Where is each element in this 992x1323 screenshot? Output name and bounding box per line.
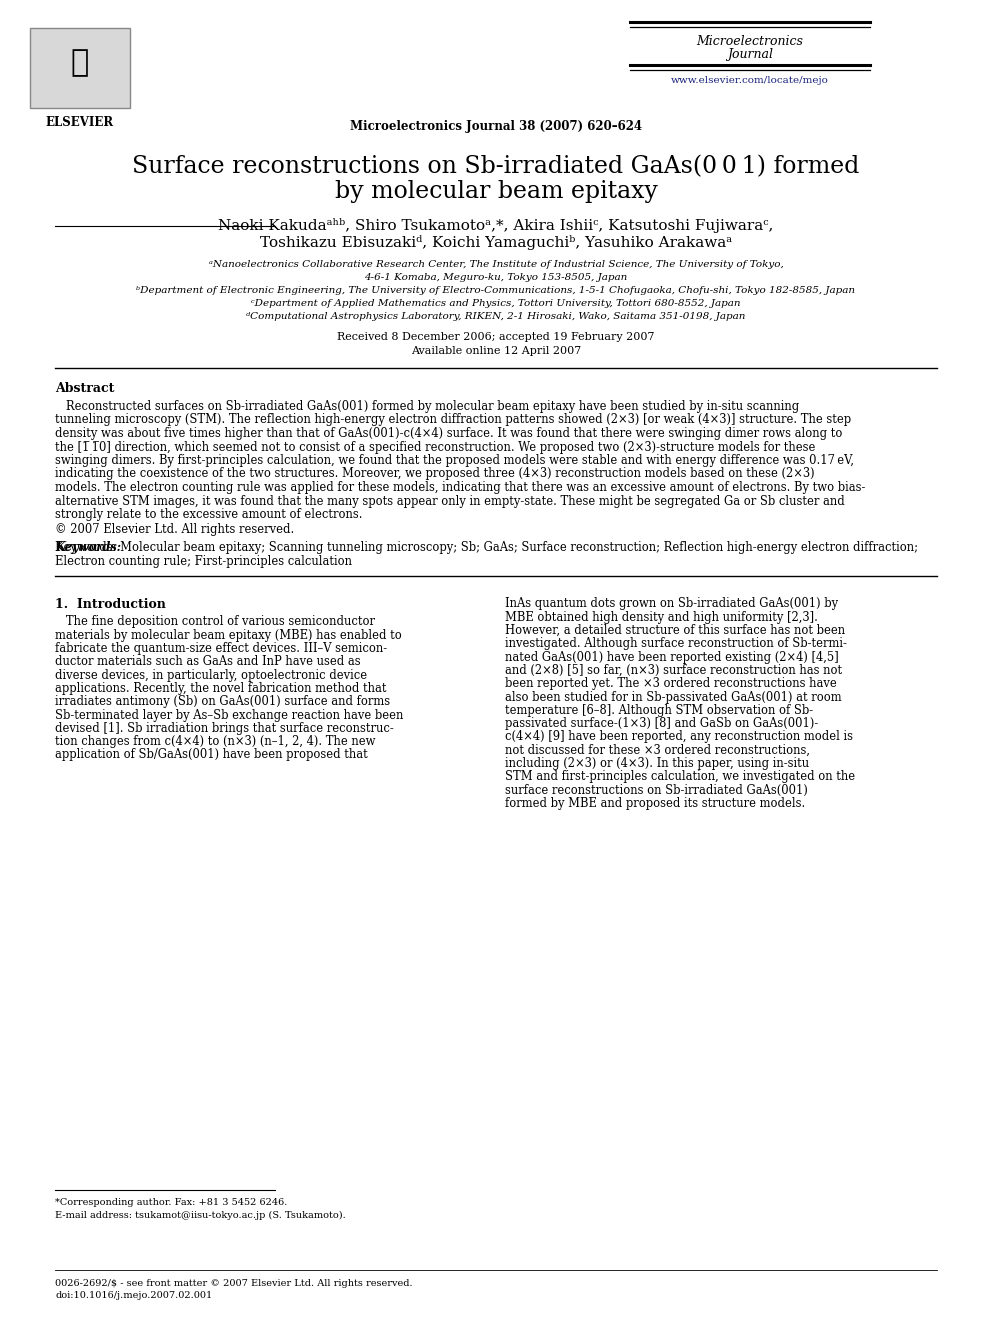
Text: tion changes from c(4×4) to (n×3) (n–1, 2, 4). The new: tion changes from c(4×4) to (n×3) (n–1, …	[55, 736, 376, 749]
Text: doi:10.1016/j.mejo.2007.02.001: doi:10.1016/j.mejo.2007.02.001	[55, 1291, 212, 1301]
Text: Keywords: Molecular beam epitaxy; Scanning tunneling microscopy; Sb; GaAs; Surfa: Keywords: Molecular beam epitaxy; Scanni…	[55, 541, 918, 554]
Text: ᶜDepartment of Applied Mathematics and Physics, Tottori University, Tottori 680-: ᶜDepartment of Applied Mathematics and P…	[251, 299, 741, 308]
Text: Abstract: Abstract	[55, 382, 114, 396]
Text: MBE obtained high density and high uniformity [2,3].: MBE obtained high density and high unifo…	[505, 611, 817, 624]
Text: Available online 12 April 2007: Available online 12 April 2007	[411, 347, 581, 356]
Text: Microelectronics Journal 38 (2007) 620–624: Microelectronics Journal 38 (2007) 620–6…	[350, 120, 642, 134]
Text: alternative STM images, it was found that the many spots appear only in empty-st: alternative STM images, it was found tha…	[55, 495, 845, 508]
Text: tunneling microscopy (STM). The reflection high-energy electron diffraction patt: tunneling microscopy (STM). The reflecti…	[55, 414, 851, 426]
Text: However, a detailed structure of this surface has not been: However, a detailed structure of this su…	[505, 624, 845, 638]
Text: materials by molecular beam epitaxy (MBE) has enabled to: materials by molecular beam epitaxy (MBE…	[55, 628, 402, 642]
Text: irradiates antimony (Sb) on GaAs(001) surface and forms: irradiates antimony (Sb) on GaAs(001) su…	[55, 696, 390, 708]
Text: surface reconstructions on Sb-irradiated GaAs(001): surface reconstructions on Sb-irradiated…	[505, 783, 807, 796]
Text: passivated surface-(1×3) [8] and GaSb on GaAs(001)-: passivated surface-(1×3) [8] and GaSb on…	[505, 717, 818, 730]
Text: not discussed for these ×3 ordered reconstructions,: not discussed for these ×3 ordered recon…	[505, 744, 810, 757]
Text: E-mail address: tsukamot@iisu-tokyo.ac.jp (S. Tsukamoto).: E-mail address: tsukamot@iisu-tokyo.ac.j…	[55, 1211, 346, 1220]
Text: c(4×4) [9] have been reported, any reconstruction model is: c(4×4) [9] have been reported, any recon…	[505, 730, 853, 744]
Text: including (2×3) or (4×3). In this paper, using in-situ: including (2×3) or (4×3). In this paper,…	[505, 757, 809, 770]
Text: Keywords:: Keywords:	[55, 541, 121, 554]
Text: Received 8 December 2006; accepted 19 February 2007: Received 8 December 2006; accepted 19 Fe…	[337, 332, 655, 343]
Text: been reported yet. The ×3 ordered reconstructions have: been reported yet. The ×3 ordered recons…	[505, 677, 836, 691]
Text: 🌲: 🌲	[70, 49, 89, 78]
Text: 1.  Introduction: 1. Introduction	[55, 598, 166, 610]
Text: swinging dimers. By first-principles calculation, we found that the proposed mod: swinging dimers. By first-principles cal…	[55, 454, 854, 467]
Text: Journal: Journal	[727, 48, 773, 61]
Text: application of Sb/GaAs(001) have been proposed that: application of Sb/GaAs(001) have been pr…	[55, 749, 368, 762]
FancyBboxPatch shape	[30, 28, 130, 108]
Text: © 2007 Elsevier Ltd. All rights reserved.: © 2007 Elsevier Ltd. All rights reserved…	[55, 524, 295, 537]
Text: temperature [6–8]. Although STM observation of Sb-: temperature [6–8]. Although STM observat…	[505, 704, 813, 717]
Text: diverse devices, in particularly, optoelectronic device: diverse devices, in particularly, optoel…	[55, 668, 367, 681]
Text: STM and first-principles calculation, we investigated on the: STM and first-principles calculation, we…	[505, 770, 855, 783]
Text: the [1̅⁡ 1̅0] direction, which seemed not to consist of a specified reconstructi: the [1̅⁡ 1̅0] direction, which seemed no…	[55, 441, 815, 454]
Text: fabricate the quantum-size effect devices. III–V semicon-: fabricate the quantum-size effect device…	[55, 642, 387, 655]
Text: also been studied for in Sb-passivated GaAs(001) at room: also been studied for in Sb-passivated G…	[505, 691, 841, 704]
Text: investigated. Although surface reconstruction of Sb-termi-: investigated. Although surface reconstru…	[505, 638, 847, 651]
Text: 4-6-1 Komaba, Meguro-ku, Tokyo 153-8505, Japan: 4-6-1 Komaba, Meguro-ku, Tokyo 153-8505,…	[364, 273, 628, 282]
Text: InAs quantum dots grown on Sb-irradiated GaAs(001) by: InAs quantum dots grown on Sb-irradiated…	[505, 598, 838, 610]
Text: Toshikazu Ebisuzakiᵈ, Koichi Yamaguchiᵇ, Yasuhiko Arakawaᵃ: Toshikazu Ebisuzakiᵈ, Koichi Yamaguchiᵇ,…	[260, 235, 732, 250]
Text: ᵈComputational Astrophysics Laboratory, RIKEN, 2-1 Hirosaki, Wako, Saitama 351-0: ᵈComputational Astrophysics Laboratory, …	[246, 312, 746, 321]
Text: 0026-2692/$ - see front matter © 2007 Elsevier Ltd. All rights reserved.: 0026-2692/$ - see front matter © 2007 El…	[55, 1279, 413, 1289]
Text: Microelectronics: Microelectronics	[696, 34, 804, 48]
Text: Surface reconstructions on Sb-irradiated GaAs(0 0 1) formed: Surface reconstructions on Sb-irradiated…	[132, 155, 860, 179]
Text: Naoki Kakudaᵃʰᵇ, Shiro Tsukamotoᵃ,*, Akira Ishiiᶜ, Katsutoshi Fujiwaraᶜ,: Naoki Kakudaᵃʰᵇ, Shiro Tsukamotoᵃ,*, Aki…	[218, 218, 774, 233]
Text: Reconstructed surfaces on Sb-irradiated GaAs(001) formed by molecular beam epita: Reconstructed surfaces on Sb-irradiated …	[55, 400, 800, 413]
Text: Sb-terminated layer by As–Sb exchange reaction have been: Sb-terminated layer by As–Sb exchange re…	[55, 709, 404, 721]
Text: applications. Recently, the novel fabrication method that: applications. Recently, the novel fabric…	[55, 681, 387, 695]
Text: indicating the coexistence of the two structures. Moreover, we proposed three (4: indicating the coexistence of the two st…	[55, 467, 814, 480]
Text: ᵇDepartment of Electronic Engineering, The University of Electro-Communications,: ᵇDepartment of Electronic Engineering, T…	[137, 286, 855, 295]
Text: ELSEVIER: ELSEVIER	[46, 116, 114, 130]
Text: Electron counting rule; First-principles calculation: Electron counting rule; First-principles…	[55, 556, 352, 568]
Text: models. The electron counting rule was applied for these models, indicating that: models. The electron counting rule was a…	[55, 482, 865, 493]
Text: The fine deposition control of various semiconductor: The fine deposition control of various s…	[55, 615, 375, 628]
Text: strongly relate to the excessive amount of electrons.: strongly relate to the excessive amount …	[55, 508, 362, 521]
Text: formed by MBE and proposed its structure models.: formed by MBE and proposed its structure…	[505, 796, 806, 810]
Text: *Corresponding author. Fax: +81 3 5452 6246.: *Corresponding author. Fax: +81 3 5452 6…	[55, 1199, 288, 1207]
Text: density was about five times higher than that of GaAs(001)-c(4×4) surface. It wa: density was about five times higher than…	[55, 427, 842, 441]
Text: ductor materials such as GaAs and InP have used as: ductor materials such as GaAs and InP ha…	[55, 655, 361, 668]
Text: www.elsevier.com/locate/mejo: www.elsevier.com/locate/mejo	[671, 75, 829, 85]
Text: and (2×8) [5] so far, (n×3) surface reconstruction has not: and (2×8) [5] so far, (n×3) surface reco…	[505, 664, 842, 677]
Text: by molecular beam epitaxy: by molecular beam epitaxy	[334, 180, 658, 202]
Text: devised [1]. Sb irradiation brings that surface reconstruc-: devised [1]. Sb irradiation brings that …	[55, 722, 394, 734]
Text: nated GaAs(001) have been reported existing (2×4) [4,5]: nated GaAs(001) have been reported exist…	[505, 651, 839, 664]
Text: ᵃNanoelectronics Collaborative Research Center, The Institute of Industrial Scie: ᵃNanoelectronics Collaborative Research …	[208, 261, 784, 269]
